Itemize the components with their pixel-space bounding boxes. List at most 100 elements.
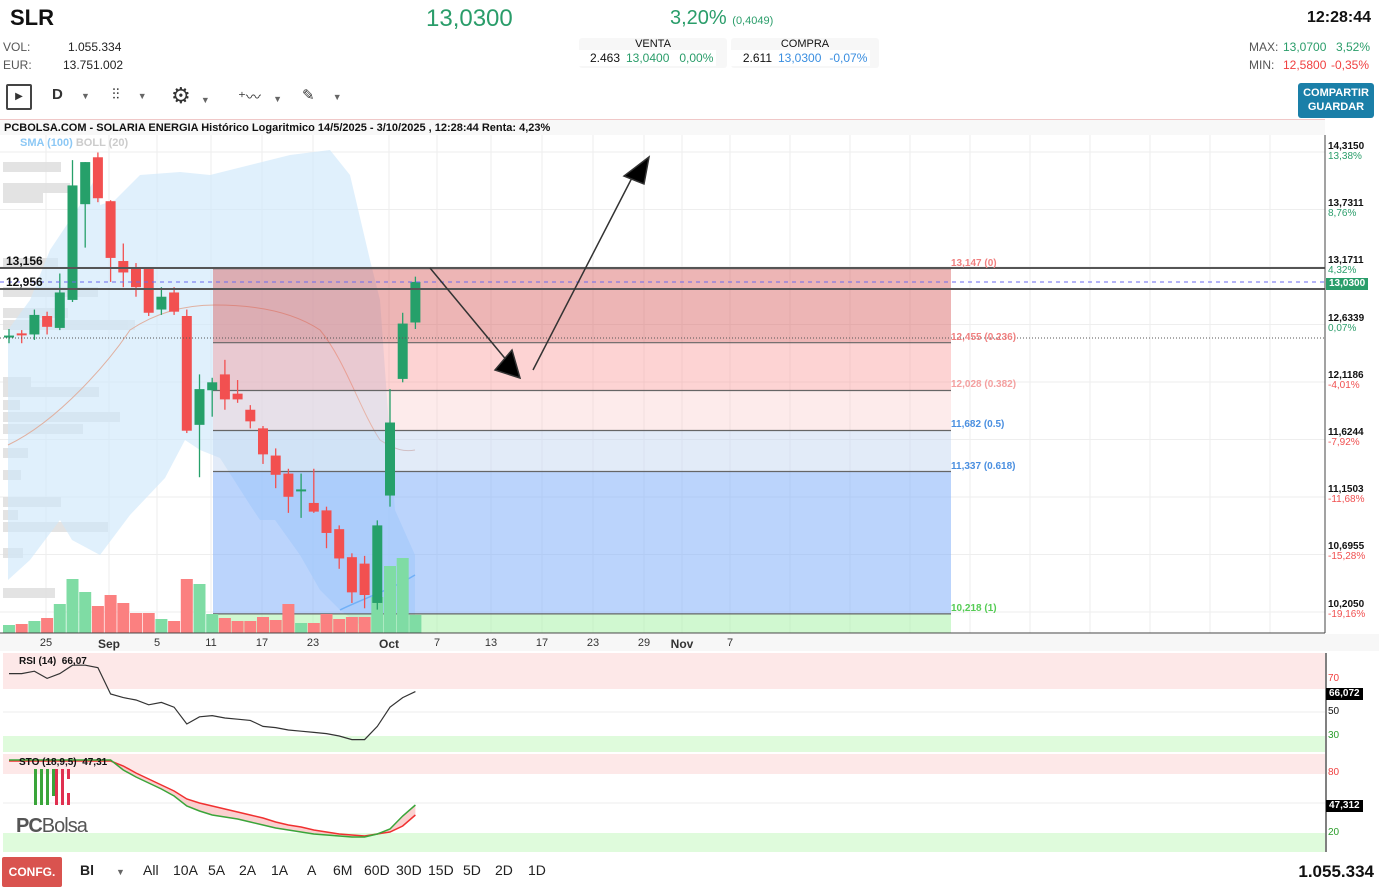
candle[interactable] — [385, 389, 395, 507]
candle[interactable] — [283, 468, 294, 513]
volume-bar — [231, 621, 244, 633]
range-button-all[interactable]: All — [143, 862, 159, 878]
candle[interactable] — [410, 276, 421, 330]
min-value: 12,5800 — [1283, 58, 1327, 72]
chevron-down-icon: ▼ — [116, 867, 125, 877]
config-button[interactable]: CONFG. — [2, 857, 62, 887]
candle[interactable] — [194, 374, 205, 478]
svg-text:PCBolsa: PCBolsa — [16, 815, 89, 837]
candle[interactable] — [359, 555, 370, 609]
drawn-arrows[interactable] — [429, 155, 651, 380]
max-pct: 3,52% — [1336, 40, 1371, 54]
toggle-panel-button[interactable]: ▶ — [6, 84, 32, 110]
sma-legend[interactable]: SMA (100) — [20, 137, 73, 149]
sto-value-tag: 47,312 — [1326, 800, 1363, 812]
range-button-6m[interactable]: 6M — [333, 862, 353, 878]
mode-selector[interactable]: Bl ▼ — [80, 862, 125, 878]
candle[interactable] — [169, 287, 180, 315]
fib-zone — [213, 268, 951, 343]
candle[interactable] — [156, 287, 167, 315]
date-label: Oct — [378, 637, 400, 651]
chevron-down-icon: ▼ — [200, 95, 210, 105]
candle-body — [181, 315, 192, 431]
candle-body — [169, 292, 180, 312]
date-label: 7 — [433, 637, 441, 649]
indicator-legend[interactable]: SMA (100) BOLL (20) — [20, 137, 128, 149]
sto-value: 47,31 — [82, 757, 108, 768]
candle[interactable] — [118, 243, 129, 288]
candle[interactable] — [4, 329, 14, 344]
candle-body — [4, 335, 14, 338]
volume-bar — [155, 619, 168, 633]
drawing-tools-button[interactable]: ✎ ▼ — [302, 86, 342, 104]
indicators-button[interactable]: ⁺〰 ▼ — [238, 86, 282, 107]
vol-label: VOL: — [3, 40, 31, 54]
settings-button[interactable]: ⚙ ▼ — [171, 83, 210, 109]
min-label: MIN: — [1249, 58, 1275, 72]
candle[interactable] — [181, 309, 192, 434]
fib-label: 10,218 (1) — [951, 602, 997, 614]
volume-bar — [396, 558, 409, 633]
period-selector[interactable]: D ▼ — [52, 86, 90, 103]
venta-qty: 2.463 — [579, 50, 623, 66]
range-button-2d[interactable]: 2D — [495, 862, 513, 878]
candle[interactable] — [308, 468, 319, 513]
volume-bar — [320, 614, 333, 633]
last-price: 13,0300 — [426, 5, 513, 32]
volume-bar — [371, 597, 384, 633]
candle-body — [296, 489, 307, 492]
candle[interactable] — [29, 309, 40, 340]
candle[interactable] — [372, 520, 383, 610]
candle[interactable] — [397, 312, 408, 383]
axis-price-label: 12,6339 — [1328, 312, 1365, 324]
range-button-1d[interactable]: 1D — [528, 862, 546, 878]
candle-body — [359, 563, 370, 595]
candle-body — [92, 157, 103, 199]
range-button-10a[interactable]: 10A — [173, 862, 198, 878]
range-button-2a[interactable]: 2A — [239, 862, 257, 878]
candle[interactable] — [92, 152, 103, 203]
eur-value: 13.751.002 — [63, 58, 124, 72]
candle-body — [385, 422, 395, 496]
last-price-tag: 13,0300 — [1326, 278, 1369, 290]
range-button-5a[interactable]: 5A — [208, 862, 226, 878]
mode-value: Bl — [80, 862, 94, 878]
eur-label: EUR: — [3, 58, 32, 72]
candle[interactable] — [219, 359, 230, 410]
axis-price-label: 11,6244 — [1328, 427, 1364, 438]
candle[interactable] — [207, 377, 218, 417]
date-label: 29 — [637, 637, 651, 649]
range-button-5d[interactable]: 5D — [463, 862, 481, 878]
candle[interactable] — [321, 506, 332, 549]
date-label: 25 — [39, 637, 53, 649]
chart-type-button[interactable]: ⫶⫶ ▼ — [112, 86, 147, 103]
candle-body — [334, 529, 345, 559]
share-save-button[interactable]: COMPARTIR GUARDAR — [1298, 83, 1374, 118]
range-button-a[interactable]: A — [307, 862, 317, 878]
fibonacci-retracement[interactable] — [213, 268, 951, 633]
candle[interactable] — [258, 426, 268, 464]
boll-legend[interactable]: BOLL (20) — [75, 137, 129, 149]
candle[interactable] — [143, 267, 154, 316]
candle[interactable] — [270, 448, 281, 489]
range-button-15d[interactable]: 15D — [428, 862, 454, 878]
candle[interactable] — [80, 162, 91, 248]
range-button-1a[interactable]: 1A — [271, 862, 289, 878]
candle-body — [258, 428, 268, 455]
candle[interactable] — [232, 380, 243, 403]
range-button-30d[interactable]: 30D — [396, 862, 422, 878]
candle[interactable] — [346, 553, 357, 603]
candle-body — [207, 382, 218, 391]
candle[interactable] — [16, 330, 27, 344]
axis-price-label: 11,1503 — [1328, 484, 1364, 496]
candle[interactable] — [334, 525, 345, 569]
range-button-60d[interactable]: 60D — [364, 862, 390, 878]
candle[interactable] — [42, 311, 53, 335]
fib-zone — [213, 430, 951, 472]
candle[interactable] — [54, 273, 65, 331]
fib-label: 11,682 (0.5) — [951, 419, 1005, 431]
candle[interactable] — [245, 405, 256, 429]
candle[interactable] — [67, 160, 78, 303]
candle[interactable] — [296, 473, 307, 518]
